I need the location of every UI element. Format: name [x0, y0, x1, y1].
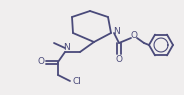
Text: O: O: [38, 57, 45, 65]
Text: Cl: Cl: [72, 78, 82, 87]
Text: N: N: [113, 27, 119, 36]
Text: N: N: [63, 44, 69, 53]
Text: O: O: [130, 30, 137, 40]
Text: O: O: [116, 55, 123, 63]
